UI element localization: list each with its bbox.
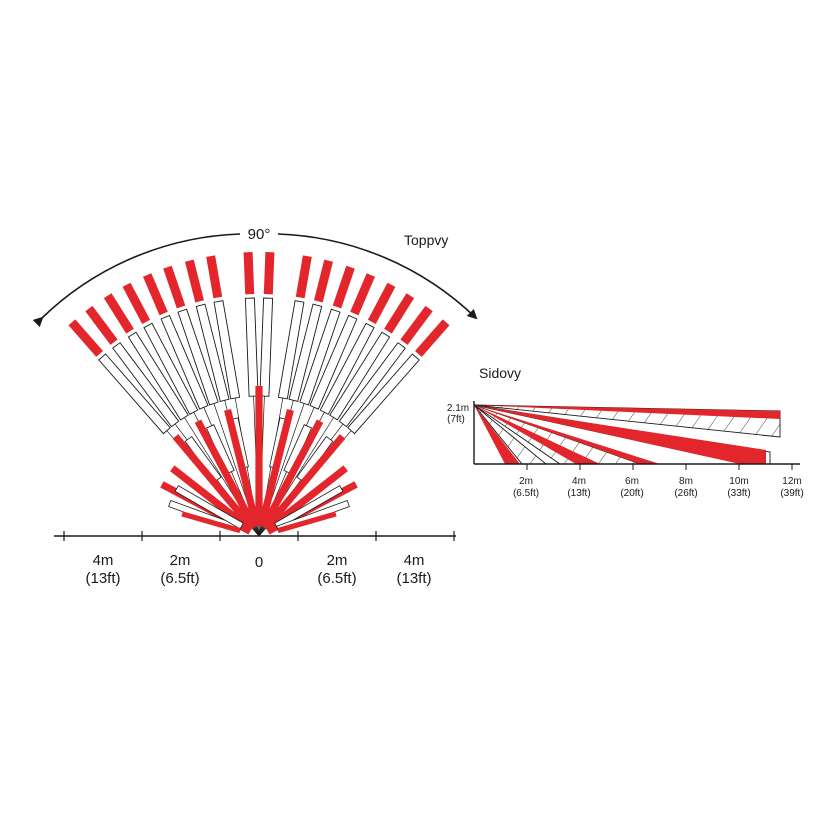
top-view-origin-label: 0 (255, 554, 263, 571)
side-scale-label-dist: 6m (625, 476, 639, 487)
side-scale-label-dist: 10m (729, 476, 748, 487)
beam-red-far (143, 273, 168, 316)
top-scale-label-ft: (6.5ft) (317, 570, 356, 587)
beam-outline-far (347, 353, 420, 435)
beam-red-far (295, 255, 312, 299)
height-label: 2.1m (447, 403, 469, 414)
side-scale-label-ft: (39ft) (780, 488, 803, 499)
beam-red-far (163, 265, 186, 309)
top-view-title: Toppvy (404, 232, 448, 248)
beam-red-near (170, 465, 254, 533)
beam-outline-far (244, 297, 259, 397)
side-zone-near (474, 405, 520, 464)
side-scale-label-ft: (6.5ft) (513, 488, 539, 499)
beam-red-far (332, 265, 355, 309)
beam-red-far (122, 282, 151, 324)
beam-red-far (243, 252, 255, 295)
side-scale-label-ft: (13ft) (567, 488, 590, 499)
beam-red-near (194, 419, 258, 529)
height-ft-label: (7ft) (447, 414, 465, 425)
beam-outline-far (213, 300, 241, 400)
top-view-fan (68, 252, 450, 537)
beam-red-near (172, 434, 256, 531)
top-view: 90° Toppvy 0 4m (13ft) 2m (6.5ft) 2m (6.… (32, 226, 478, 587)
beam-outline-far (319, 322, 375, 415)
angle-arc-left (32, 233, 241, 328)
beam-red-far (314, 259, 333, 303)
side-scale-label-ft: (33ft) (727, 488, 750, 499)
beam-red-side (277, 511, 337, 533)
beam-outline-far (112, 342, 180, 428)
side-view-title: Sidovy (479, 365, 521, 381)
beam-red-near (264, 465, 348, 533)
beam-outline-near (174, 485, 244, 530)
beam-outline-far (329, 331, 391, 421)
side-zone-mid (474, 405, 766, 464)
top-scale-label-ft: (6.5ft) (160, 570, 199, 587)
top-scale-label-ft: (13ft) (396, 570, 431, 587)
beam-red-far (85, 305, 118, 345)
beam-outline-far (98, 353, 171, 435)
beam-outline-far (299, 308, 341, 406)
beam-outline-far (288, 303, 323, 402)
top-view-scale-ticks (63, 531, 455, 541)
top-scale-label-dist: 2m (327, 552, 348, 569)
beam-red-near (257, 409, 294, 528)
beam-outline-far (309, 314, 358, 410)
beam-outline-far (277, 300, 305, 400)
beam-outline-far (195, 303, 230, 402)
beam-red-far (350, 273, 375, 316)
beam-red-side (181, 511, 241, 533)
beam-red-far (384, 293, 415, 334)
beam-red-far (185, 259, 204, 303)
angle-arc-right (277, 233, 478, 320)
top-scale-label-dist: 2m (170, 552, 191, 569)
side-scale-label-dist: 4m (572, 476, 586, 487)
beam-red-near (255, 386, 263, 526)
beam-red-near (224, 409, 261, 528)
side-zone-far (474, 405, 660, 464)
beam-outline-far (143, 322, 199, 415)
beam-outline-far (259, 297, 274, 397)
beam-outline-far (338, 342, 406, 428)
side-zone-short (474, 405, 600, 464)
side-zone-long (474, 405, 780, 419)
side-scale-label-ft: (20ft) (620, 488, 643, 499)
angle-label: 90° (248, 226, 271, 243)
top-scale-label-dist: 4m (93, 552, 114, 569)
side-view-scale-ticks (526, 464, 793, 470)
beam-red-far (103, 293, 134, 334)
beam-red-far (415, 319, 450, 357)
top-scale-label-dist: 4m (404, 552, 425, 569)
side-scale-label-dist: 12m (782, 476, 801, 487)
top-scale-label-ft: (13ft) (85, 570, 120, 587)
beam-outline-far (160, 314, 209, 410)
beam-red-far (263, 252, 275, 295)
beam-red-near (260, 419, 324, 529)
beam-red-near (262, 434, 346, 531)
side-scale-label-dist: 8m (679, 476, 693, 487)
beam-outline-far (177, 308, 219, 406)
beam-outline-far (127, 331, 189, 421)
beam-red-far (367, 282, 396, 324)
beam-red-far (68, 319, 103, 357)
side-scale-label-dist: 2m (519, 476, 533, 487)
beam-red-far (206, 255, 223, 299)
beam-red-far (400, 305, 433, 345)
side-scale-label-ft: (26ft) (674, 488, 697, 499)
side-view: Sidovy 2.1m (7ft) 2m (6.5ft) 4m (13ft) 6… (447, 365, 804, 499)
